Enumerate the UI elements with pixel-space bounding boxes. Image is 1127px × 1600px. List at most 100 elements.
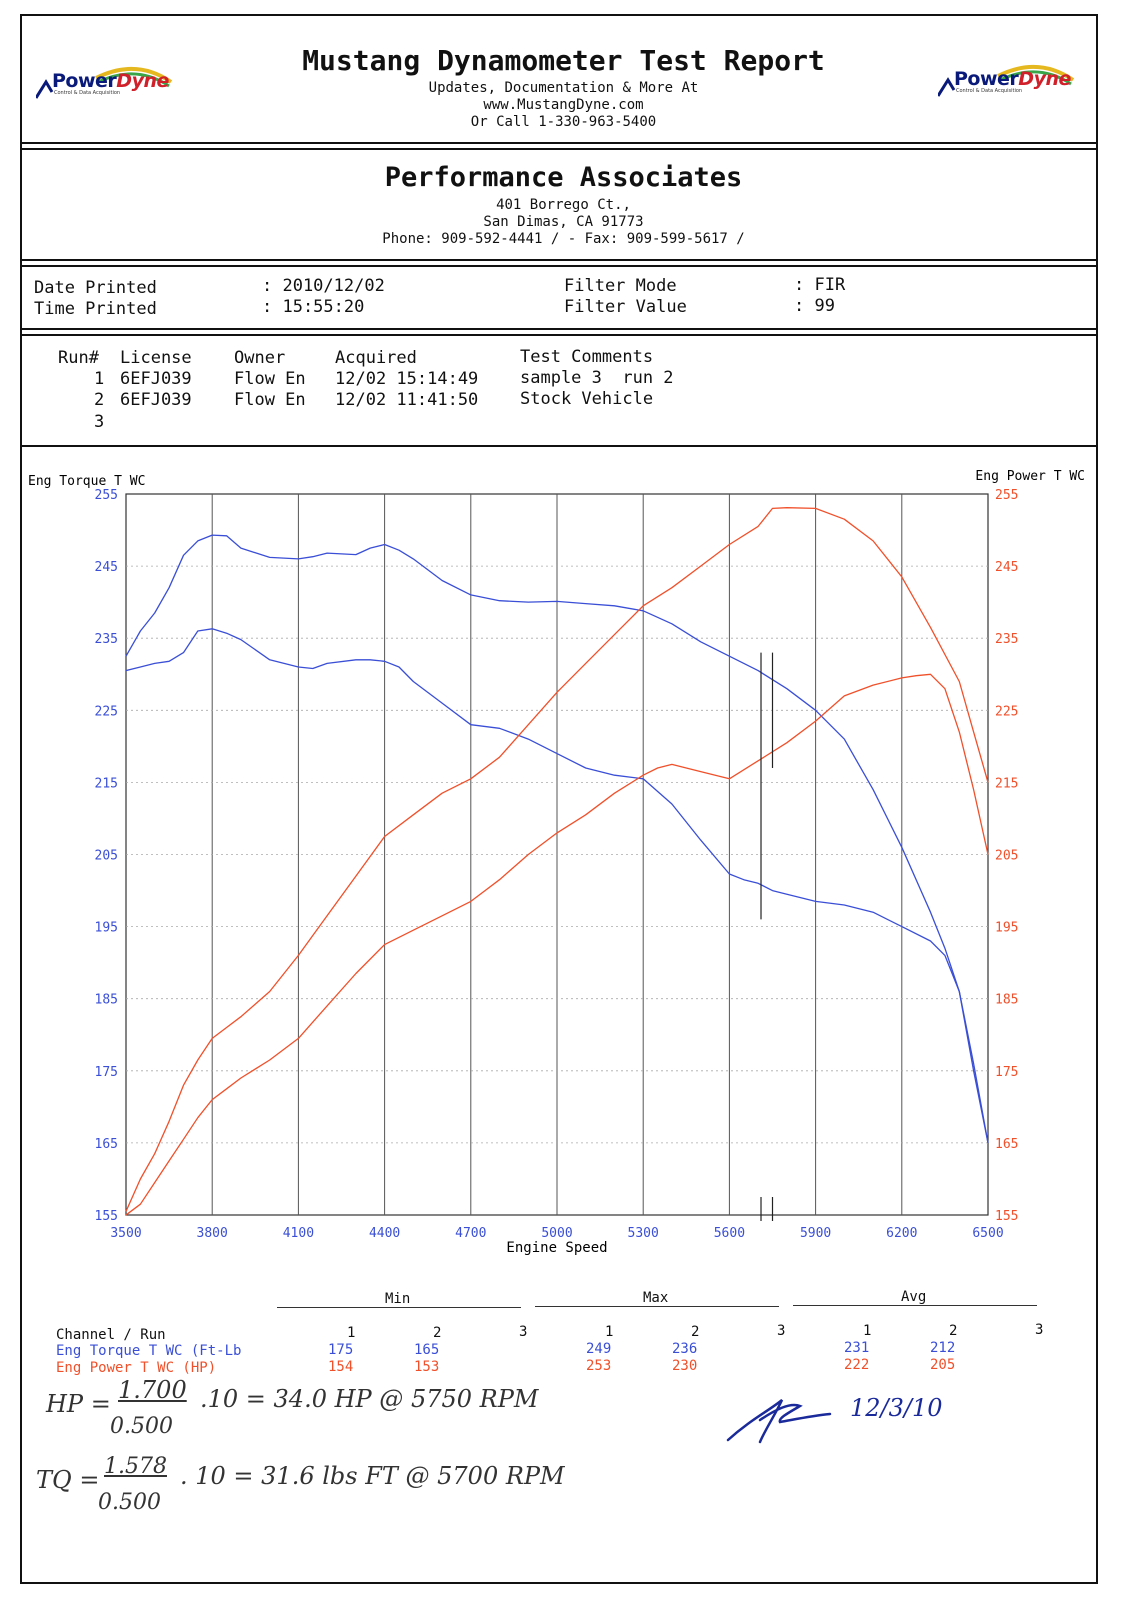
power-min-run2: 153: [414, 1359, 440, 1375]
header-phone: Or Call 1-330-963-5400: [470, 114, 657, 130]
y-right-tick-label: 235: [995, 632, 1018, 647]
powerdyne-logo-right: PowerDyne Control & Data Acquisition: [938, 65, 1075, 97]
report-title: Mustang Dynamometer Test Report: [302, 44, 825, 77]
y-right-tick-label: 195: [995, 921, 1018, 936]
signature-icon: [726, 1399, 832, 1444]
run-license: 6EFJ039: [120, 369, 192, 389]
run-license: 6EFJ039: [120, 390, 192, 410]
run-col-header: 2: [691, 1324, 700, 1340]
x-tick-label: 6500: [972, 1226, 1003, 1241]
time-printed-value: : 15:55:20: [262, 297, 365, 317]
tq-denominator: 0.500: [98, 1490, 161, 1515]
x-axis-label: Engine Speed: [506, 1240, 607, 1256]
y-right-tick-label: 225: [995, 704, 1018, 719]
channel-run-header: Channel / Run: [56, 1327, 166, 1343]
divider: [22, 265, 1096, 267]
y-left-tick-label: 155: [95, 1209, 118, 1224]
y-right-tick-label: 155: [995, 1209, 1018, 1224]
run-comments: Stock Vehicle: [520, 389, 654, 409]
power-curve-run1: [125, 507, 989, 1212]
power-min-run1: 154: [328, 1359, 354, 1375]
y-right-tick-label: 255: [995, 488, 1018, 503]
y-right-tick-label: 245: [995, 560, 1018, 575]
filter-mode-label: Filter Mode: [564, 276, 677, 296]
torque-max-run1: 249: [586, 1341, 612, 1357]
max-group-rule: [535, 1306, 779, 1307]
run-acquired: 12/02 11:41:50: [335, 390, 479, 410]
runs-header-comments: Test Comments: [520, 347, 654, 367]
x-tick-label: 5000: [541, 1226, 572, 1241]
runs-header-owner: Owner: [234, 348, 286, 368]
run-number: 2: [94, 390, 105, 410]
y-axis-right-label: Eng Power T WC: [975, 469, 1085, 484]
filter-value-value: : 99: [794, 296, 835, 316]
run-col-header: 2: [433, 1325, 442, 1341]
run-col-header: 3: [777, 1323, 786, 1339]
run-col-header: 3: [519, 1324, 528, 1340]
x-tick-label: 5600: [714, 1226, 745, 1241]
y-left-tick-label: 245: [95, 560, 118, 575]
torque-min-run2: 165: [414, 1342, 440, 1358]
logo-arc-icon: [938, 65, 1075, 97]
signature-date: 12/3/10: [850, 1394, 943, 1422]
avg-group-rule: [793, 1305, 1037, 1306]
runs-header-license: License: [120, 348, 192, 368]
tq-prefix: TQ =: [36, 1466, 100, 1494]
run-number: 3: [94, 412, 105, 432]
torque-max-run2: 236: [672, 1341, 698, 1357]
x-tick-label: 3500: [110, 1226, 141, 1241]
x-tick-label: 4700: [455, 1226, 486, 1241]
power-curve-run2: [125, 673, 989, 1216]
y-right-tick-label: 165: [995, 1137, 1018, 1152]
run-col-header: 2: [949, 1323, 958, 1339]
power-max-run2: 230: [672, 1358, 698, 1374]
date-printed-value: : 2010/12/02: [262, 276, 385, 296]
power-max-run1: 253: [586, 1358, 612, 1374]
hp-prefix: HP =: [46, 1390, 111, 1418]
y-right-tick-label: 215: [995, 776, 1018, 791]
avg-group-label: Avg: [901, 1289, 927, 1305]
y-left-tick-label: 175: [95, 1065, 118, 1080]
divider: [22, 328, 1096, 330]
power-avg-run1: 222: [844, 1357, 870, 1373]
run-col-header: 1: [863, 1323, 872, 1339]
torque-curve-run1: [125, 534, 989, 1144]
run-comments: sample 3 run 2: [520, 368, 674, 388]
runs-header-run: Run#: [58, 348, 99, 368]
hp-calculation: .10 = 34.0 HP @ 5750 RPM: [200, 1385, 539, 1413]
y-left-tick-label: 195: [95, 921, 118, 936]
company-address-1: 401 Borrego Ct.,: [496, 197, 631, 213]
runs-header-acquired: Acquired: [335, 348, 417, 368]
min-group-label: Min: [385, 1291, 411, 1307]
y-left-tick-label: 235: [95, 632, 118, 647]
run-owner: Flow En: [234, 369, 306, 389]
x-tick-label: 4100: [283, 1226, 314, 1241]
company-address-2: San Dimas, CA 91773: [483, 214, 644, 230]
hp-numerator: 1.700: [118, 1376, 187, 1404]
divider: [22, 334, 1096, 336]
x-tick-label: 5300: [628, 1226, 659, 1241]
y-right-tick-label: 185: [995, 993, 1018, 1008]
y-left-tick-label: 255: [95, 488, 118, 503]
tq-calculation: . 10 = 31.6 lbs FT @ 5700 RPM: [180, 1462, 565, 1490]
y-left-tick-label: 225: [95, 704, 118, 719]
filter-value-label: Filter Value: [564, 297, 687, 317]
header-line-1: Updates, Documentation & More At: [428, 80, 699, 96]
report-frame: [20, 14, 1098, 1584]
run-acquired: 12/02 15:14:49: [335, 369, 479, 389]
tq-numerator: 1.578: [104, 1454, 167, 1479]
powerdyne-logo-left: PowerDyne Control & Data Acquisition: [36, 67, 173, 99]
torque-avg-run1: 231: [844, 1340, 870, 1356]
run-col-header: 3: [1035, 1322, 1044, 1338]
hp-denominator: 0.500: [110, 1414, 173, 1439]
logo-arc-icon: [36, 67, 173, 99]
dyno-chart: Eng Torque T WC Eng Power T WC Engine Sp…: [28, 469, 1085, 1256]
x-tick-label: 4400: [369, 1226, 400, 1241]
company-name: Performance Associates: [384, 162, 743, 193]
y-left-tick-label: 165: [95, 1137, 118, 1152]
date-printed-label: Date Printed: [34, 278, 157, 298]
divider: [22, 445, 1096, 447]
power-avg-run2: 205: [930, 1357, 956, 1373]
x-tick-label: 3800: [197, 1226, 228, 1241]
run-owner: Flow En: [234, 390, 306, 410]
